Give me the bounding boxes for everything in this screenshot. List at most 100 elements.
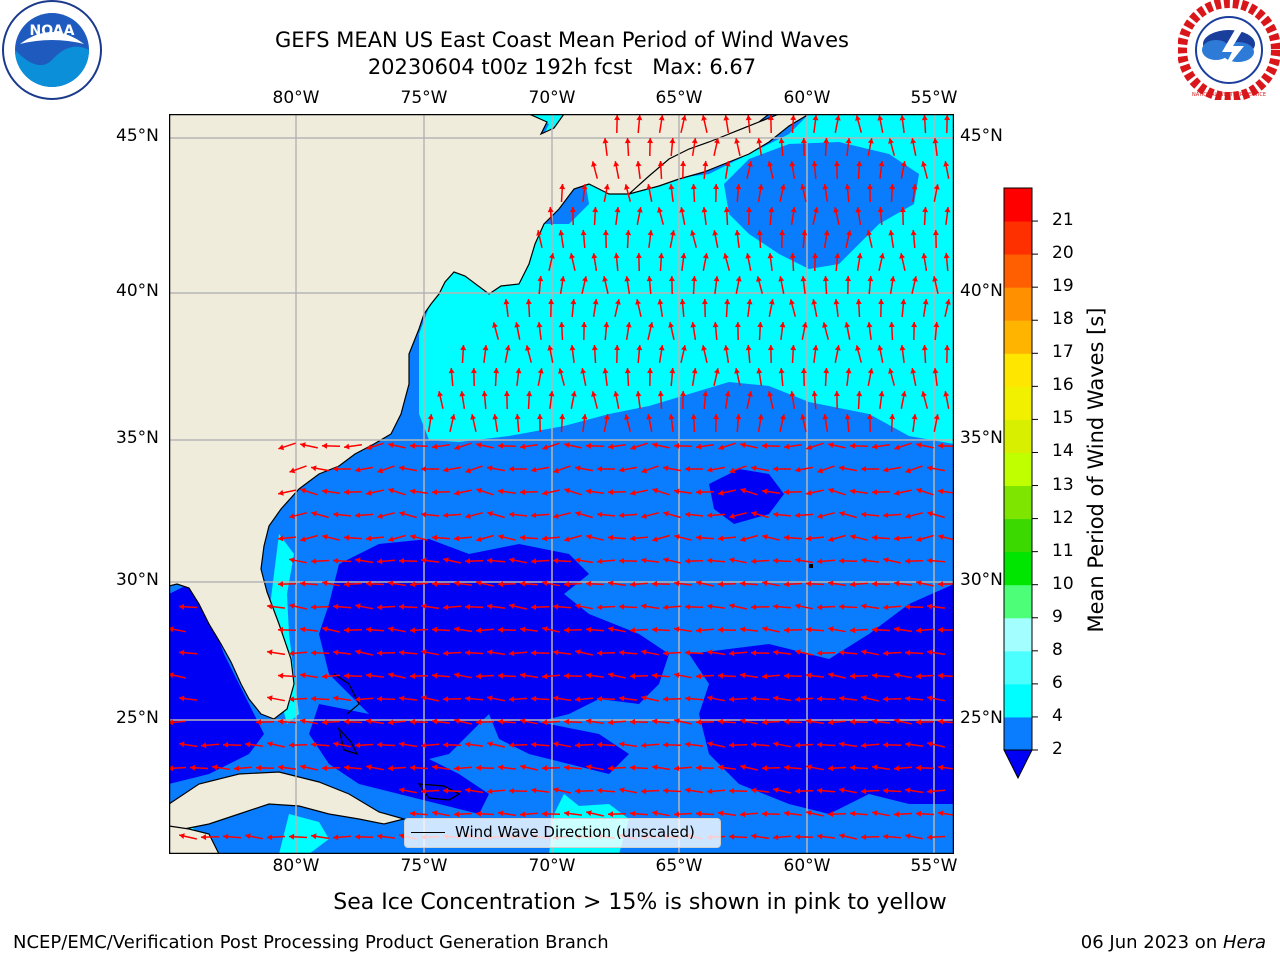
wave-arrow-head (366, 764, 372, 771)
wave-arrow-head (762, 673, 768, 680)
wave-arrow-head (747, 161, 753, 167)
wave-arrow-head (756, 138, 763, 144)
wave-arrow-head (448, 368, 455, 374)
wave-arrow-head (669, 138, 676, 144)
wave-arrow-head (586, 810, 592, 816)
colorbar-band (1004, 518, 1032, 553)
wave-arrow-head (812, 115, 819, 121)
wave-arrow-head (432, 443, 438, 450)
wave-arrow-head (454, 672, 460, 679)
wave-arrow-head (366, 535, 372, 542)
wave-arrow-head (872, 489, 878, 496)
wave-arrow-head (669, 368, 676, 374)
sea-ice-note: Sea Ice Concentration > 15% is shown in … (0, 890, 1280, 915)
wave-arrow-head (723, 115, 730, 121)
wave-arrow-head (333, 466, 338, 472)
wave-arrow-head (311, 649, 317, 656)
wave-arrow-head (823, 138, 830, 144)
wave-arrow-head (498, 672, 504, 679)
wave-arrow-head (938, 488, 944, 495)
wave-arrow-head (861, 603, 867, 610)
wave-arrow-head (795, 512, 801, 519)
wave-arrow-head (267, 695, 273, 702)
wave-arrow-head (608, 489, 614, 496)
land-bahamas-island (333, 673, 360, 715)
wave-arrow-head (630, 718, 636, 725)
colorbar-tick-label: 2 (1052, 739, 1063, 759)
wave-arrow-head (702, 253, 709, 259)
wave-arrow-head (850, 627, 856, 634)
wave-arrow-head (713, 276, 720, 282)
colorbar (1003, 187, 1038, 780)
wave-arrow-head (476, 673, 482, 680)
wave-arrow-head (443, 557, 449, 563)
wave-arrow-head (757, 184, 764, 190)
wave-arrow-head (647, 138, 654, 144)
wave-arrow-head (762, 765, 768, 772)
wave-arrow-head (492, 322, 498, 328)
wave-arrow-head (454, 444, 461, 451)
wave-arrow-head (388, 536, 394, 542)
lon-label-top-60w: 60°W (783, 88, 831, 108)
wave-arrow-head (498, 534, 504, 540)
wave-arrow-head (668, 414, 675, 420)
wave-arrow-head (520, 443, 526, 450)
wave-arrow-head (718, 581, 724, 588)
wave-arrow-head (658, 253, 665, 259)
wave-arrow-head (410, 718, 416, 725)
nws-logo-text: NATIONAL WEATHER SERVICE (1192, 92, 1266, 98)
colorbar-tick-label: 14 (1052, 441, 1074, 462)
wave-arrow-head (608, 626, 614, 633)
wave-arrow-head (912, 276, 918, 282)
lon-label-bottom-80w: 80°W (272, 856, 320, 876)
wave-arrow-head (421, 511, 427, 518)
wave-arrow-head (355, 833, 361, 840)
wave-arrow-head (630, 673, 636, 680)
wave-arrow-head (685, 741, 691, 748)
wave-arrow-head (817, 467, 824, 474)
wave-arrow-head (652, 764, 658, 771)
land-yucatan (169, 825, 220, 854)
lat-label-left-35n: 35°N (116, 428, 159, 448)
wave-arrow-head (938, 718, 944, 725)
wave-arrow-head (789, 391, 796, 397)
wave-arrow-head (509, 696, 515, 703)
wave-arrow-head (674, 488, 680, 495)
colorbar-tick-label: 4 (1052, 705, 1063, 726)
wave-arrow-head (531, 558, 537, 565)
wave-arrow-head (718, 444, 725, 451)
wave-arrow-head (245, 833, 251, 840)
colorbar-tick-label: 17 (1052, 342, 1074, 363)
wave-arrow-head (663, 604, 669, 611)
wave-arrow-head (619, 603, 625, 610)
wave-arrow-head (421, 649, 427, 656)
wave-arrow-head (410, 810, 416, 817)
wave-arrow-head (811, 391, 818, 397)
wave-arrow-head (465, 467, 472, 474)
wave-arrow-head (531, 649, 537, 656)
wave-arrow-head (833, 161, 840, 167)
wave-arrow-head (278, 718, 284, 725)
wave-arrow-head (586, 718, 592, 725)
wave-arrow-head (487, 603, 493, 610)
wave-arrow-head (789, 299, 795, 305)
lat-label-right-35n: 35°N (960, 428, 1003, 448)
wave-arrow-head (399, 833, 405, 839)
wave-arrow-head (905, 741, 911, 748)
wave-arrow-head (443, 604, 449, 611)
wave-arrow-head (806, 580, 812, 587)
wave-arrow-head (877, 115, 884, 121)
colorbar-band (1004, 287, 1032, 321)
wave-arrow-head (724, 161, 731, 167)
wave-arrow-head (575, 742, 581, 749)
wave-arrow-head (685, 603, 691, 610)
wave-arrow-head (740, 626, 746, 633)
dark-blue-central (319, 539, 669, 764)
wave-arrow-head (410, 764, 416, 771)
wave-arrow-head (509, 466, 514, 472)
wave-arrow-head (681, 345, 687, 351)
wave-arrow-head (564, 672, 570, 679)
wave-arrow-head (905, 558, 911, 565)
wave-arrow-head (608, 765, 614, 772)
wave-arrow-head (938, 672, 944, 679)
